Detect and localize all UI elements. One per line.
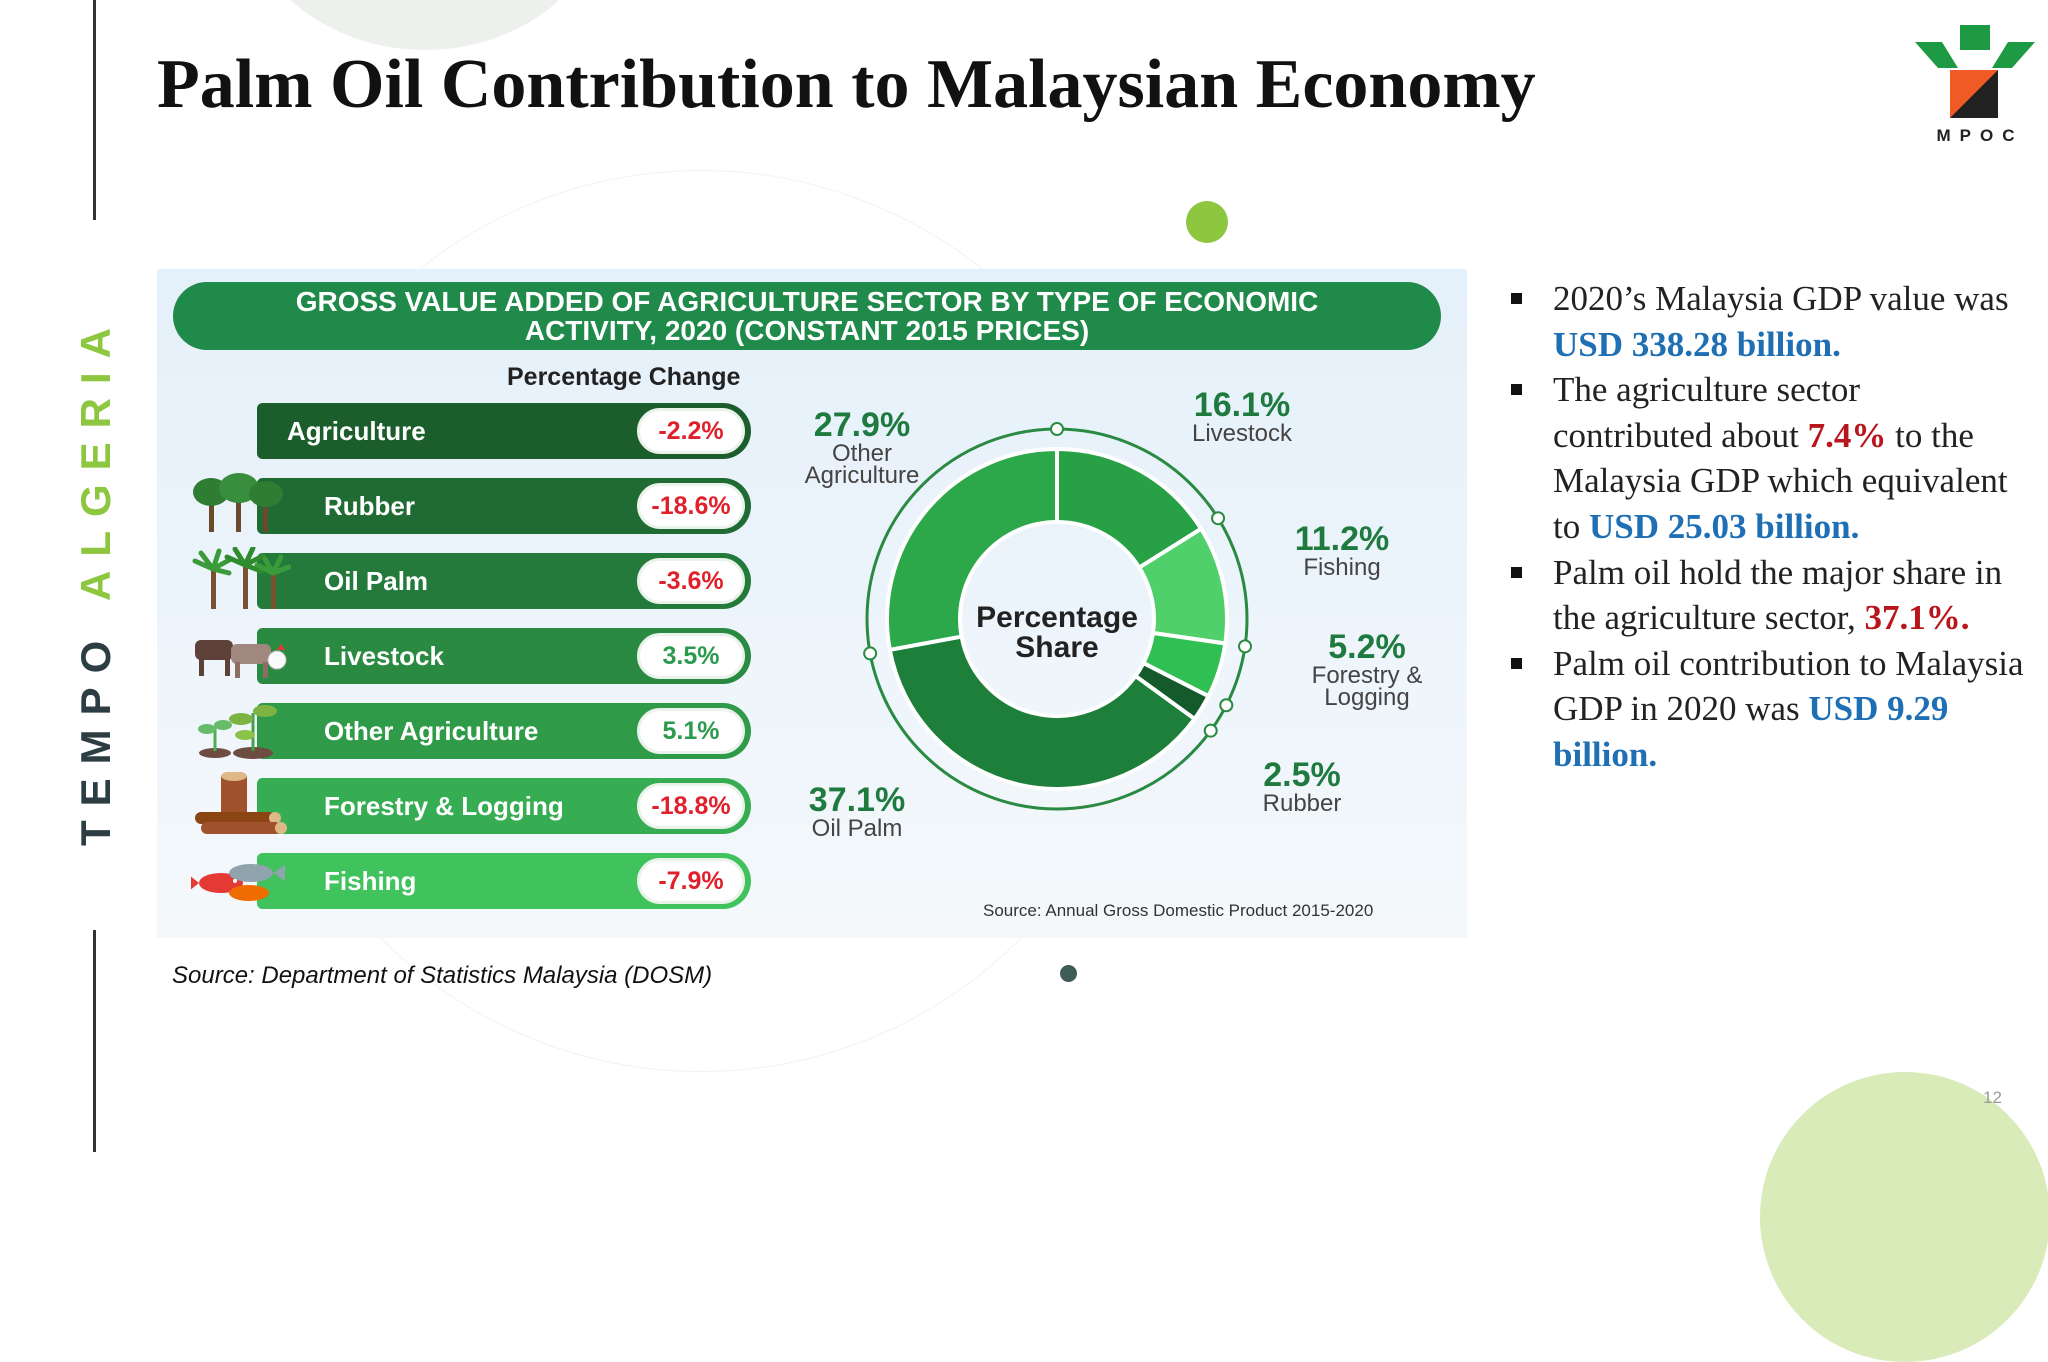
side-brand-word1: TEMPO (72, 626, 119, 847)
donut-label-other-agriculture: 27.9% Other Agriculture (804, 406, 920, 489)
infographic-source: Source: Annual Gross Domestic Product 20… (983, 901, 1374, 920)
side-brand-word2: ALGERIA (72, 314, 119, 601)
square-bullet-icon (1511, 384, 1522, 396)
square-bullet-icon (1511, 566, 1522, 578)
percentage-change-heading: Percentage Change (507, 363, 741, 391)
bar-row-label: Agriculture (287, 416, 426, 446)
bar-row-label: Oil Palm (324, 566, 429, 596)
donut-label-forestry: 5.2% Forestry & Logging (1311, 628, 1423, 711)
seedlings-icon (198, 705, 277, 759)
gva-infographic: GROSS VALUE ADDED OF AGRICULTURE SECTOR … (157, 269, 1467, 938)
bar-row-label: Livestock (324, 641, 444, 671)
fact-text: to the Malaysia GDP which equivalent to (1553, 415, 2008, 546)
fact-text: Palm oil hold the major share in the agr… (1553, 552, 2003, 638)
highlight-text: USD 338.28 billion. (1553, 324, 1841, 364)
bar-row: Agriculture -2.2% (257, 403, 751, 459)
bar-row-label: Forestry & Logging (324, 791, 564, 821)
livestock-icon (195, 640, 287, 678)
bar-row-label: Fishing (324, 866, 417, 896)
side-brand-label: TEMPO ALGERIA (71, 300, 121, 860)
donut-label-livestock: 16.1% Livestock (1191, 386, 1293, 447)
side-divider-top (93, 0, 96, 220)
percentage-change-value: 3.5% (637, 633, 745, 679)
page-number: 12 (1983, 1088, 2002, 1107)
bar-row: Fishing -7.9% (257, 853, 751, 909)
bar-row-label: Other Agriculture (324, 716, 539, 746)
square-bullet-icon (1511, 293, 1522, 304)
bar-row: Livestock 3.5% (257, 628, 751, 684)
highlight-text: USD 9.29 billion. (1553, 689, 1949, 774)
percentage-change-value: 5.1% (637, 708, 745, 754)
donut-slice-other-agriculture (885, 446, 1059, 653)
fact-item: Palm oil contribution to Malaysia GDP in… (1505, 641, 2025, 778)
percentage-share-donut (863, 422, 1253, 811)
rubber-trees-icon (193, 473, 283, 532)
fact-text: 2020’s Malaysia GDP value was (1553, 279, 2009, 318)
bar-row: Forestry & Logging -18.8% (257, 778, 751, 834)
mpoc-logo-icon (1915, 25, 2035, 118)
highlight-text: 37.1%. (1864, 598, 1970, 638)
donut-center-title: Percentage Share (976, 601, 1138, 664)
logo-text: MPOC (1936, 126, 2024, 145)
infographic-header: GROSS VALUE ADDED OF AGRICULTURE SECTOR … (173, 282, 1441, 350)
donut-ring-marker (1203, 723, 1218, 738)
percentage-change-value: -2.2% (637, 408, 745, 454)
fact-item: Palm oil hold the major share in the agr… (1505, 550, 2025, 641)
fact-text: The agriculture sector contributed about (1553, 370, 1861, 455)
logs-icon (195, 772, 287, 834)
side-divider-bottom (93, 930, 96, 1152)
fact-item: 2020’s Malaysia GDP value was USD 338.28… (1505, 276, 2025, 367)
accent-dot-dark (1060, 965, 1077, 982)
bar-row-label: Rubber (324, 491, 415, 521)
percentage-change-value: -18.6% (637, 483, 745, 529)
percentage-change-value: -3.6% (637, 558, 745, 604)
palm-trees-icon (192, 547, 291, 609)
background-circle-corner (1760, 1072, 2048, 1362)
bar-row: Oil Palm -3.6% (257, 553, 751, 609)
source-note: Source: Department of Statistics Malaysi… (172, 962, 713, 989)
donut-label-rubber: 2.5% Rubber (1262, 756, 1342, 817)
donut-slice-oil-palm (887, 634, 1198, 791)
infographic-header-text: GROSS VALUE ADDED OF AGRICULTURE SECTOR … (295, 286, 1319, 346)
donut-ring-marker (1238, 639, 1253, 654)
fish-icon (191, 864, 285, 901)
donut-ring-marker (1050, 422, 1064, 436)
highlight-text: USD 25.03 billion. (1588, 506, 1860, 546)
percentage-change-value: -7.9% (637, 858, 745, 904)
fact-text: Palm oil contribution to Malaysia GDP in… (1553, 643, 2024, 729)
background-circle-top (245, 0, 605, 50)
square-bullet-icon (1511, 657, 1522, 669)
bar-row: Rubber -18.6% (257, 478, 751, 534)
highlight-text: 7.4% (1807, 415, 1887, 455)
bar-row: Other Agriculture 5.1% (257, 703, 751, 759)
donut-label-oil-palm: 37.1% Oil Palm (808, 781, 906, 842)
key-facts-list: 2020’s Malaysia GDP value was USD 338.28… (1505, 276, 2025, 778)
donut-ring-marker (863, 646, 878, 661)
donut-ring-marker (1211, 511, 1226, 526)
page-title: Palm Oil Contribution to Malaysian Econo… (157, 46, 1536, 123)
donut-label-fishing: 11.2% Fishing (1294, 520, 1390, 581)
donut-ring-marker (1219, 698, 1234, 713)
percentage-change-value: -18.8% (637, 783, 745, 829)
accent-dot-green (1186, 201, 1228, 243)
fact-item: The agriculture sector contributed about… (1505, 367, 2025, 549)
